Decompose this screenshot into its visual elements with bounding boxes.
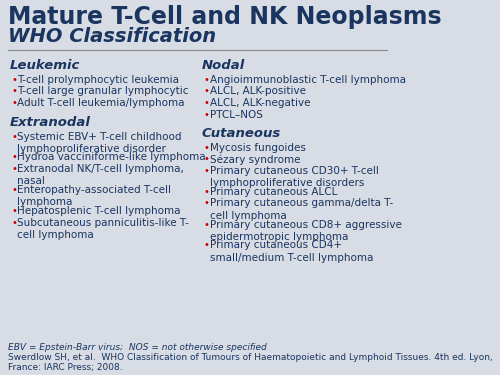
Text: •: • [204,219,210,230]
Text: Cutaneous: Cutaneous [202,127,280,140]
Text: Swerdlow SH, et al.  WHO Classification of Tumours of Haematopoietic and Lymphoi: Swerdlow SH, et al. WHO Classification o… [8,353,492,362]
Text: Enteropathy-associated T-cell
lymphoma: Enteropathy-associated T-cell lymphoma [18,185,172,207]
Text: Primary cutaneous ALCL: Primary cutaneous ALCL [210,187,338,197]
Text: Sézary syndrome: Sézary syndrome [210,154,300,165]
Text: Nodal: Nodal [202,59,244,72]
Text: Mycosis fungoides: Mycosis fungoides [210,143,306,153]
Text: Adult T-cell leukemia/lymphoma: Adult T-cell leukemia/lymphoma [18,98,185,108]
Text: Primary cutaneous CD4+
small/medium T-cell lymphoma: Primary cutaneous CD4+ small/medium T-ce… [210,240,374,263]
Text: •: • [12,75,18,85]
Text: T-cell prolymphocytic leukemia: T-cell prolymphocytic leukemia [18,75,179,85]
Text: Primary cutaneous CD30+ T-cell
lymphoproliferative disorders: Primary cutaneous CD30+ T-cell lymphopro… [210,166,379,188]
Text: Angioimmunoblastic T-cell lymphoma: Angioimmunoblastic T-cell lymphoma [210,75,406,85]
Text: Hydroa vacciniforme-like lymphoma: Hydroa vacciniforme-like lymphoma [18,153,206,162]
Text: EBV = Epstein-Barr virus;  NOS = not otherwise specified: EBV = Epstein-Barr virus; NOS = not othe… [8,343,266,352]
Text: Extranodal: Extranodal [10,116,90,129]
Text: Primary cutaneous gamma/delta T-
cell lymphoma: Primary cutaneous gamma/delta T- cell ly… [210,198,394,221]
Text: •: • [12,153,18,162]
Text: •: • [12,217,18,228]
Text: •: • [12,185,18,195]
Text: •: • [204,166,210,176]
Text: PTCL–NOS: PTCL–NOS [210,110,263,120]
Text: •: • [204,87,210,96]
Text: •: • [204,143,210,153]
Text: •: • [12,164,18,174]
Text: •: • [12,206,18,216]
Text: •: • [204,75,210,85]
Text: Mature T-Cell and NK Neoplasms: Mature T-Cell and NK Neoplasms [8,5,442,29]
Text: •: • [204,240,210,250]
Text: Systemic EBV+ T-cell childhood
lymphoproliferative disorder: Systemic EBV+ T-cell childhood lymphopro… [18,132,182,154]
Text: •: • [204,110,210,120]
Text: •: • [204,187,210,197]
Text: Primary cutaneous CD8+ aggressive
epidermotropic lymphoma: Primary cutaneous CD8+ aggressive epider… [210,219,402,242]
Text: •: • [12,98,18,108]
Text: T-cell large granular lymphocytic: T-cell large granular lymphocytic [18,87,189,96]
Text: France: IARC Press; 2008.: France: IARC Press; 2008. [8,363,122,372]
Text: •: • [12,87,18,96]
Text: Extranodal NK/T-cell lymphoma,
nasal: Extranodal NK/T-cell lymphoma, nasal [18,164,184,186]
Text: •: • [204,154,210,165]
Text: ALCL, ALK-positive: ALCL, ALK-positive [210,87,306,96]
Text: ALCL, ALK-negative: ALCL, ALK-negative [210,98,310,108]
Text: •: • [204,198,210,208]
Text: Subcutaneous panniculitis-like T-
cell lymphoma: Subcutaneous panniculitis-like T- cell l… [18,217,190,240]
Text: •: • [12,132,18,141]
Text: •: • [204,98,210,108]
Text: WHO Classification: WHO Classification [8,27,216,46]
Text: Hepatosplenic T-cell lymphoma: Hepatosplenic T-cell lymphoma [18,206,181,216]
Text: Leukemic: Leukemic [10,59,80,72]
